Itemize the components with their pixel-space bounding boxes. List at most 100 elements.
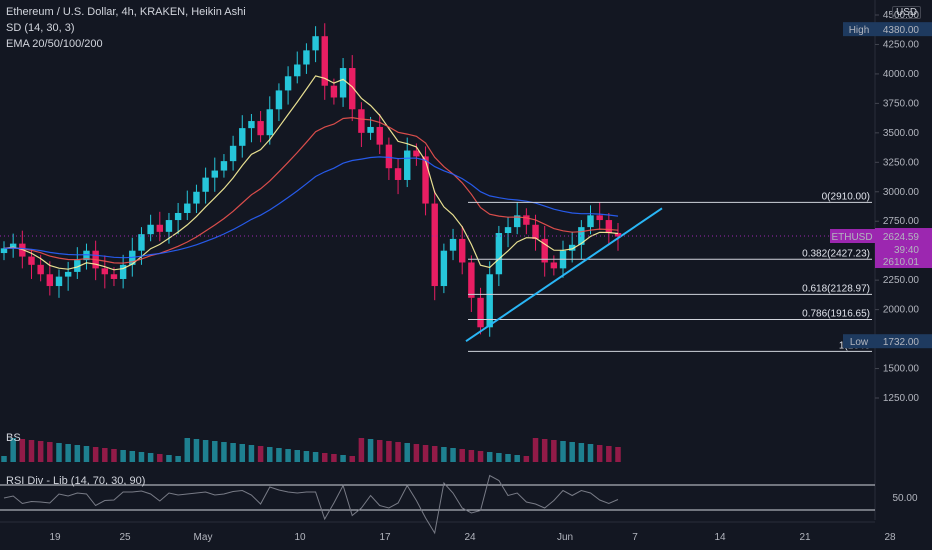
candle: [605, 212, 613, 245]
candle: [55, 269, 63, 298]
candle: [587, 205, 594, 235]
volume-bar: [166, 455, 172, 462]
volume-bar: [294, 450, 301, 462]
candle: [119, 254, 127, 289]
date-tick-label: May: [194, 532, 213, 543]
low-price-bg: [875, 334, 932, 349]
volume-bar: [129, 451, 136, 462]
price-tick-label: 4000.00: [883, 69, 920, 80]
candle: [321, 23, 328, 100]
volume-bar: [532, 438, 539, 462]
candle-body: [193, 191, 200, 204]
volume-bar: [147, 453, 154, 462]
candle-body: [413, 150, 420, 157]
price-tick-label: 4250.00: [883, 39, 920, 50]
candle-body: [64, 271, 72, 277]
candle-body: [229, 145, 237, 162]
price-tick-label: 3750.00: [883, 98, 920, 109]
volume-bar: [450, 448, 456, 462]
candle: [174, 202, 182, 235]
candle-body: [110, 274, 118, 279]
volume-bar: [1, 456, 7, 462]
volume-bar: [395, 442, 401, 462]
volume-bar: [120, 450, 126, 462]
candle-body: [184, 203, 191, 213]
volume-bar: [221, 442, 227, 462]
volume-bar: [505, 454, 511, 462]
volume-bar: [551, 440, 557, 462]
candle-body: [119, 264, 127, 279]
volume-bar: [56, 443, 62, 462]
last-price-value: 2624.59: [883, 232, 920, 243]
date-tick-label: 7: [632, 532, 638, 543]
candle-body: [28, 256, 35, 265]
candle: [83, 243, 90, 270]
volume-bar: [331, 454, 337, 462]
volume-bar: [404, 443, 410, 462]
date-tick-label: 19: [49, 532, 61, 543]
candle-body: [294, 64, 301, 77]
price-tick-label: 2750.00: [883, 216, 920, 227]
candle-body: [0, 248, 8, 254]
candle-body: [312, 36, 319, 51]
volume-bar: [358, 438, 365, 462]
volume-bar: [615, 447, 621, 462]
trend-line: [465, 207, 663, 343]
candle-body: [587, 215, 594, 228]
candle: [449, 228, 457, 261]
volume-bar: [257, 446, 264, 462]
volume-bar: [303, 451, 310, 462]
ema20-line: [3, 75, 619, 271]
candle-body: [394, 168, 402, 180]
candle: [28, 249, 35, 279]
volume-bar: [496, 453, 502, 462]
volume-bar: [10, 438, 16, 462]
candle-body: [422, 156, 429, 204]
volume-bar: [285, 449, 291, 462]
volume-bar: [111, 449, 117, 462]
price-tick-label: 1250.00: [883, 393, 920, 404]
candle: [404, 137, 411, 188]
volume-bar: [569, 442, 575, 462]
high-price-bg: [875, 22, 932, 37]
low-tag-bg: [843, 334, 875, 349]
candle: [550, 255, 558, 276]
candle-body: [523, 215, 530, 225]
candle-body: [211, 170, 218, 178]
candle-body: [165, 220, 173, 232]
volume-bar: [376, 440, 383, 462]
volume-bar: [248, 445, 255, 462]
volume-bar: [486, 452, 493, 462]
volume-bar: [19, 439, 26, 462]
price-tick-label: 4500.00: [883, 10, 920, 21]
candle: [532, 214, 539, 251]
currency-label[interactable]: USD: [892, 6, 922, 19]
candle: [257, 111, 264, 143]
candle: [385, 137, 393, 180]
volume-bar: [175, 456, 181, 462]
volume-bar: [459, 449, 465, 462]
candle: [394, 158, 402, 195]
candle-body: [614, 233, 622, 237]
candle: [284, 66, 292, 105]
candle: [358, 102, 365, 147]
volume-bar: [312, 452, 319, 462]
candle-body: [568, 244, 576, 251]
candle: [211, 157, 218, 192]
bar-countdown: 39:40: [894, 245, 919, 256]
candle-body: [55, 276, 63, 287]
last-price-tag-bg: [875, 228, 932, 269]
candle: [46, 261, 54, 296]
volume-bar: [92, 447, 99, 462]
candle-body: [596, 215, 603, 221]
candle-body: [174, 212, 182, 221]
volume-bar: [321, 453, 328, 462]
volume-bar: [267, 447, 273, 462]
candle-body: [385, 144, 393, 169]
volume-bar: [422, 445, 429, 462]
volume-bar: [74, 445, 81, 462]
date-tick-label: 14: [714, 532, 726, 543]
candle: [596, 202, 603, 230]
rsi-tick-label: 50.00: [892, 493, 917, 504]
